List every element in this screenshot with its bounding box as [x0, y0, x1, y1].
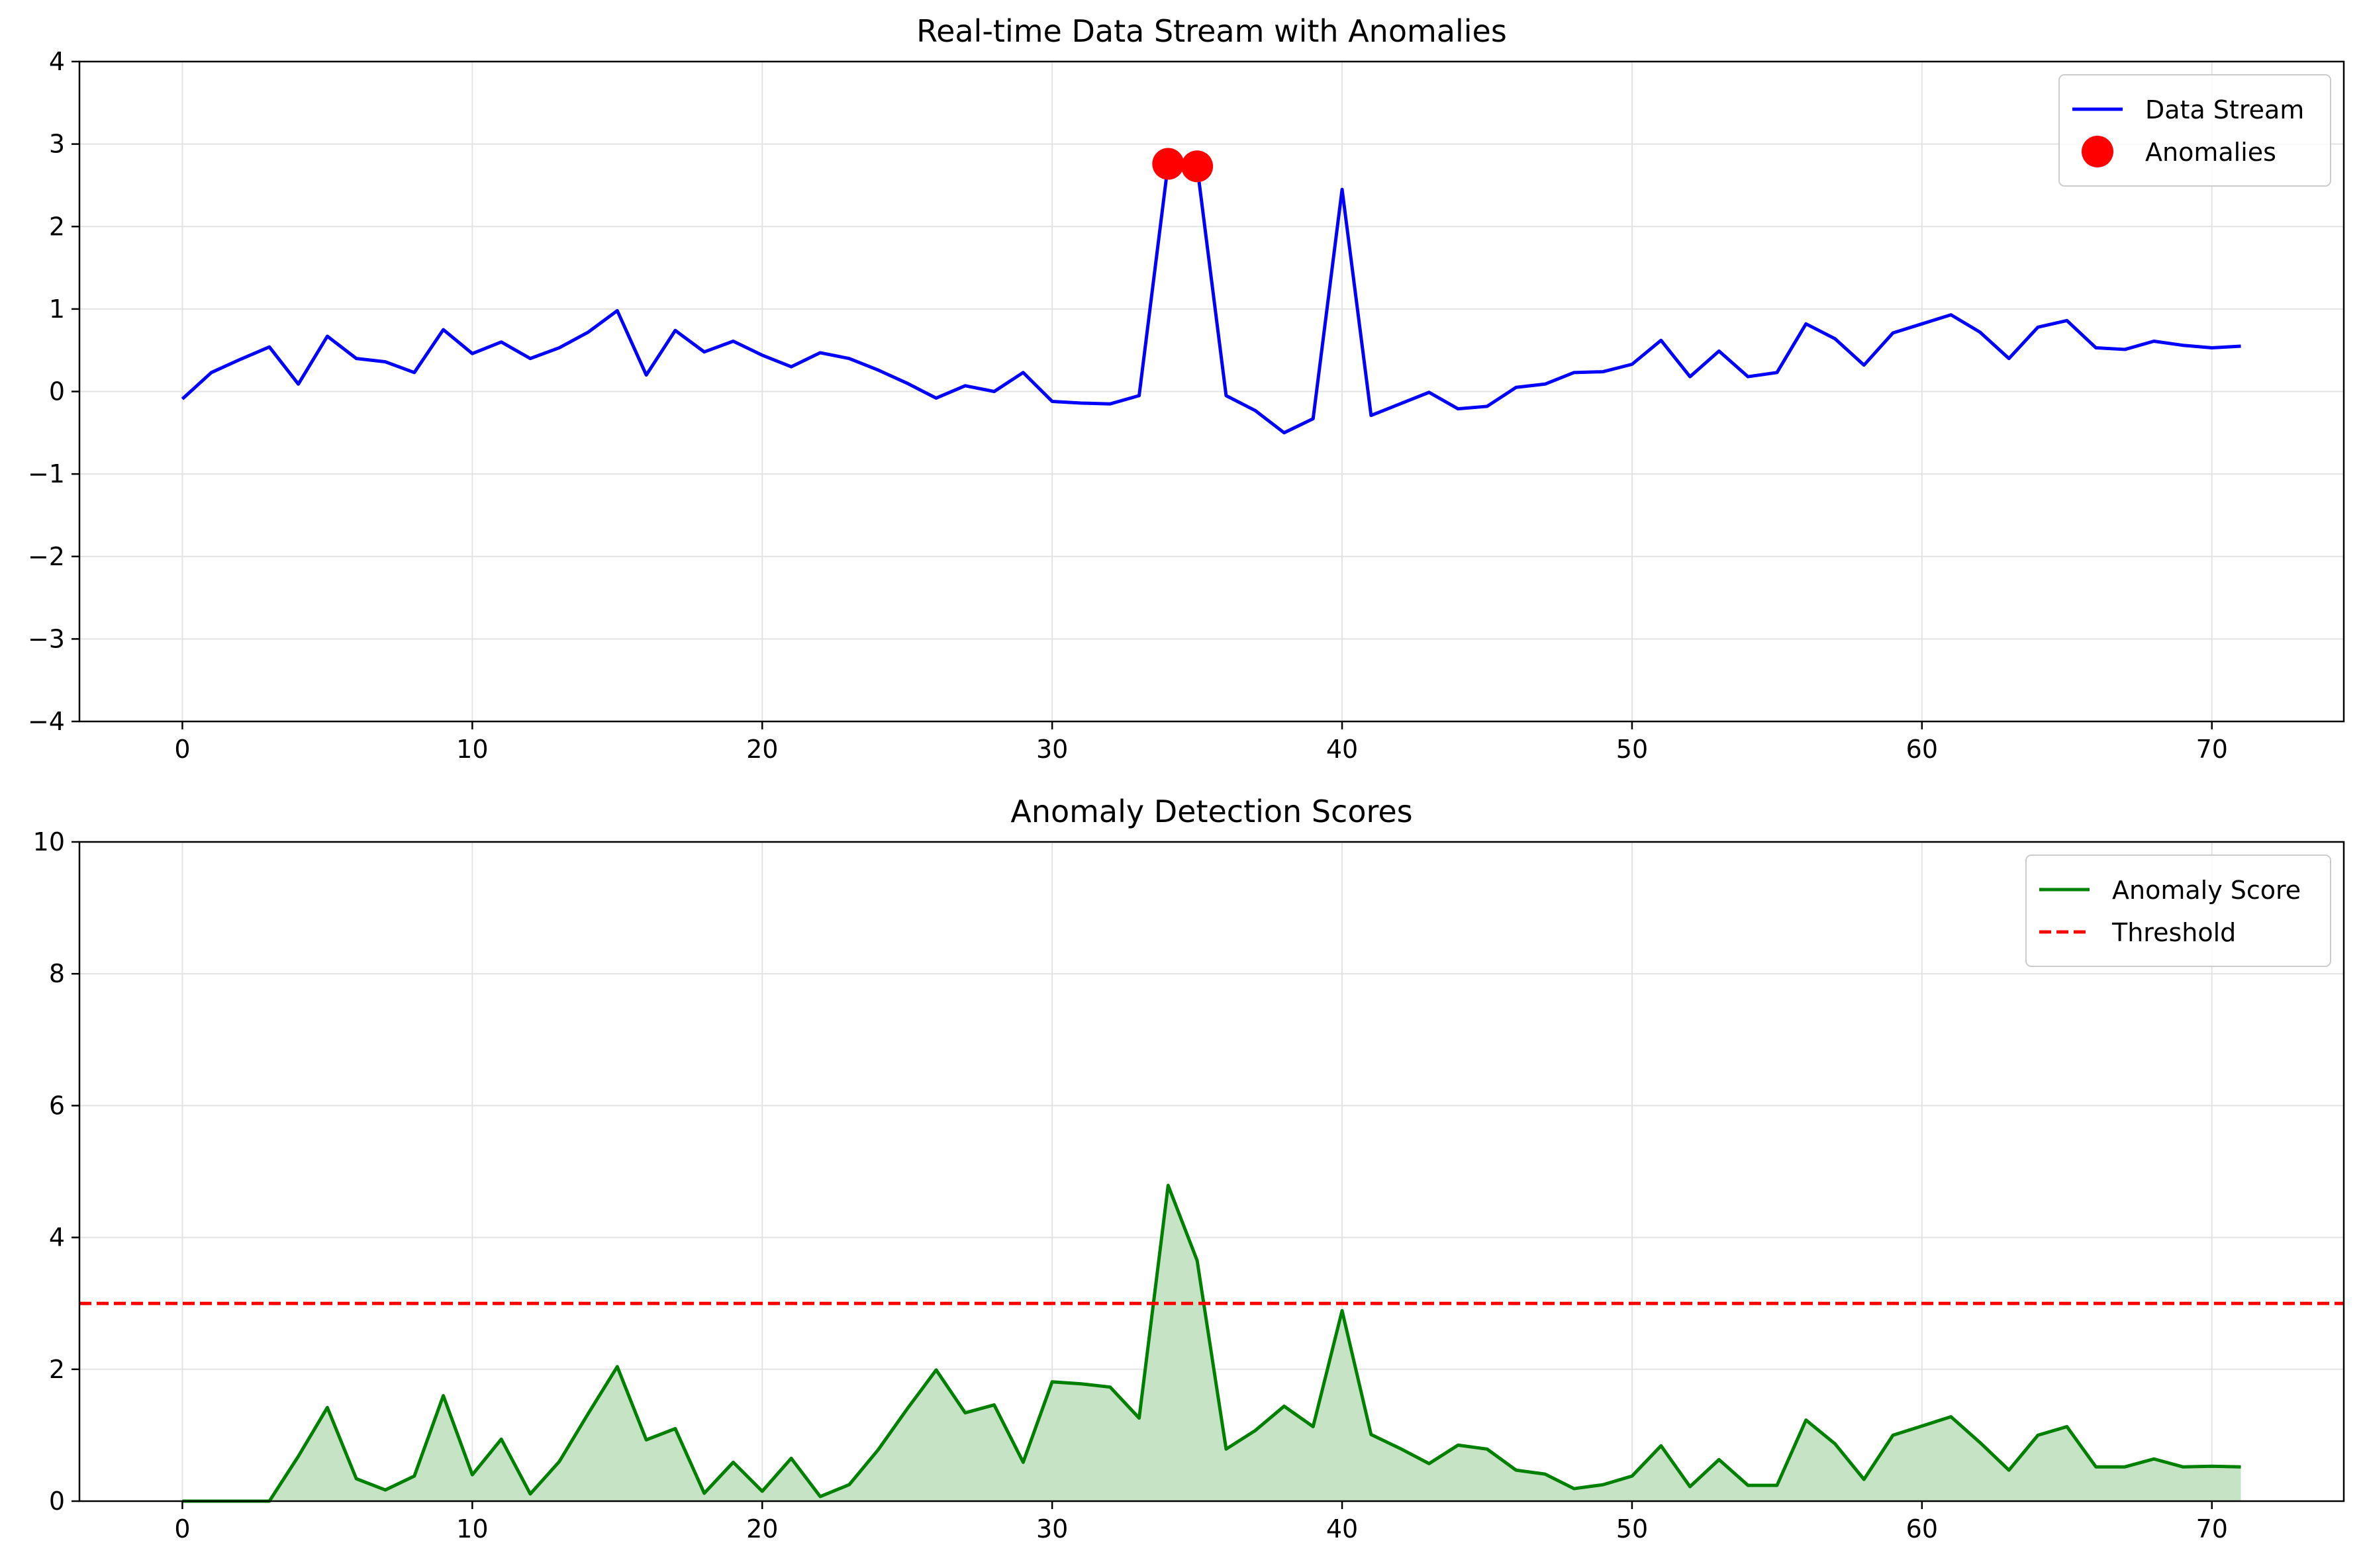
legend-label: Threshold — [2111, 918, 2236, 947]
x-tick-label: 0 — [174, 1514, 190, 1544]
x-tick-label: 20 — [746, 1514, 778, 1544]
x-tick-label: 20 — [746, 735, 778, 764]
chart-title: Real-time Data Stream with Anomalies — [916, 13, 1507, 49]
legend-box — [2058, 74, 2331, 187]
legend-box — [2025, 854, 2331, 967]
x-tick-label: 50 — [1616, 1514, 1648, 1544]
legend: Anomaly Score Threshold — [2025, 854, 2331, 967]
anomaly-point — [1152, 148, 1184, 180]
legend-label: Data Stream — [2145, 95, 2304, 124]
anomaly-score-panel: 0 10 20 30 40 50 60 70 0 2 4 6 8 10 Anomaly Detection … — [33, 794, 2345, 1544]
x-tick-label: 60 — [1906, 735, 1938, 764]
x-tick-label: 40 — [1326, 1514, 1358, 1544]
x-tick-label: 30 — [1036, 735, 1068, 764]
x-tick-label: 40 — [1326, 735, 1358, 764]
legend-label: Anomaly Score — [2112, 876, 2301, 905]
y-tick-label: 2 — [49, 1355, 65, 1384]
legend: Data Stream Anomalies — [2058, 74, 2331, 187]
x-tick-label: 70 — [2196, 735, 2228, 764]
x-tick-label: 10 — [456, 1514, 488, 1544]
legend-label: Anomalies — [2145, 138, 2276, 167]
y-tick-label: 4 — [49, 47, 65, 76]
anomaly-point — [1181, 150, 1214, 183]
x-tick-label: 0 — [174, 735, 190, 764]
score-fill-area — [182, 1185, 2241, 1501]
x-tick-label: 70 — [2196, 1514, 2228, 1544]
y-tick-label: 8 — [49, 959, 65, 988]
data-stream-line — [181, 162, 2241, 435]
y-tick-label: 2 — [49, 212, 65, 241]
y-tick-label: 0 — [49, 1487, 65, 1516]
y-tick-label: 10 — [33, 827, 65, 856]
y-tick-label: −4 — [28, 707, 65, 736]
legend-point-swatch — [2082, 136, 2113, 167]
y-tick-label: 1 — [49, 295, 65, 324]
x-tick-label: 60 — [1906, 1514, 1938, 1544]
y-tick-label: −2 — [28, 542, 65, 571]
y-tick-label: −3 — [28, 624, 65, 653]
data-stream-panel: 0 10 20 30 40 50 60 70 −4 −3 −2 −1 0 1 2 3 4 Real-time Da… — [28, 13, 2345, 764]
x-tick-label: 10 — [456, 735, 488, 764]
y-tick-label: 3 — [49, 130, 65, 159]
y-tick-label: 6 — [49, 1091, 65, 1120]
anomaly-score-line — [182, 1183, 2241, 1503]
y-tick-label: −1 — [28, 459, 65, 488]
y-tick-label: 4 — [49, 1223, 65, 1252]
axes-frame — [78, 841, 2345, 1502]
x-tick-label: 30 — [1036, 1514, 1068, 1544]
x-tick-label: 50 — [1616, 735, 1648, 764]
y-tick-label: 0 — [49, 377, 65, 406]
chart-title: Anomaly Detection Scores — [1010, 794, 1412, 829]
